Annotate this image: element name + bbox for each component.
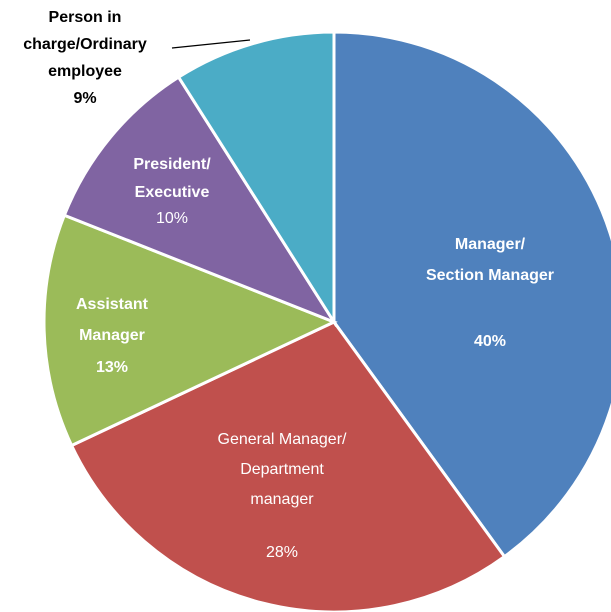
slice-label: General Manager/ <box>218 431 348 448</box>
slice-label: Section Manager <box>426 267 554 284</box>
slice-label: Executive <box>135 184 210 201</box>
value-label: 40% <box>474 333 506 350</box>
pie-slice <box>332 30 611 559</box>
slice-label: Manager <box>79 327 145 344</box>
slice-label: manager <box>250 491 314 508</box>
value-label: 13% <box>96 359 128 376</box>
value-label: 9% <box>73 90 96 107</box>
slice-label: Manager/ <box>455 236 526 253</box>
pie-slice <box>62 75 338 326</box>
pie-slice <box>176 30 336 328</box>
slice-label: Assistant <box>76 296 149 313</box>
leader-line <box>171 39 251 49</box>
pie-slice <box>42 213 338 448</box>
slice-label: Department <box>240 461 324 478</box>
slice-label: employee <box>48 63 122 80</box>
slice-label: President/ <box>133 156 211 173</box>
pie-slice <box>69 320 507 612</box>
slice-label: charge/Ordinary <box>23 36 147 53</box>
value-label: 10% <box>156 210 188 227</box>
slice-label: Person in <box>49 9 122 26</box>
value-label: 28% <box>266 544 298 561</box>
